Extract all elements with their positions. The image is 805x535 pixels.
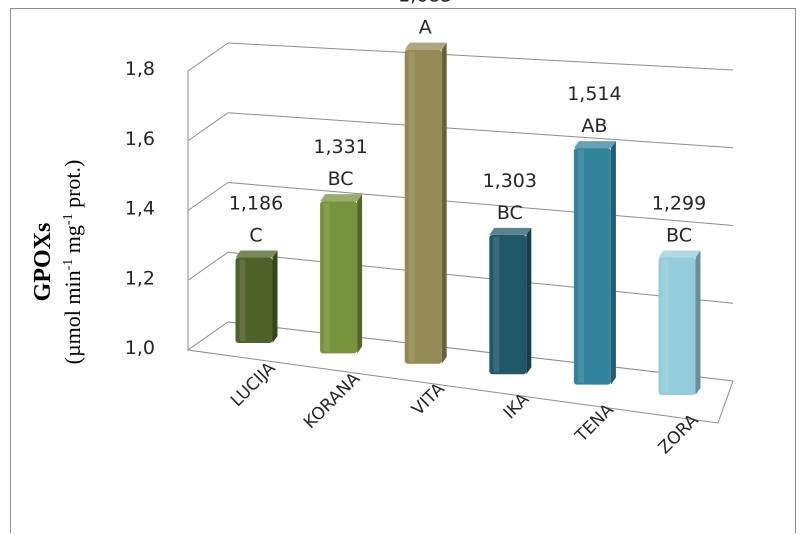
data-label-value: 1,683 [398,0,452,7]
bar-highlight [239,259,246,341]
bar-side [610,141,616,385]
bar-highlight [577,150,584,383]
y-unit-sup1: -1 [61,259,76,271]
data-label-value: 1,299 [652,192,706,214]
bar-top [320,194,363,202]
data-label-value: 1,514 [567,83,621,105]
category-label: KORANA [300,369,364,433]
y-unit-sup2: -1 [61,213,76,225]
y-tick-label: 1,2 [125,267,155,289]
data-label-letter: AB [581,115,607,137]
bar-top [404,42,447,50]
data-labels: 1,186 C 1,331 BC 1,683 A 1,303 BC 1,514 AB 1,299 BC [229,0,706,246]
bar-top [573,141,616,149]
side-wall-line [187,112,229,142]
y-unit-mid: mg [60,225,85,259]
y-unit-prefix: (µmol min [60,270,85,364]
bar-highlight [493,236,500,373]
bar-side [272,250,278,343]
bar-top [235,250,278,258]
y-axis-title-unit: (µmol min-1 mg-1 prot.) [60,160,85,365]
bar-tena [573,141,616,385]
bar-highlight [408,51,415,362]
data-label-letter: A [419,17,432,39]
data-label-letter: C [249,224,262,246]
data-label-value: 1,186 [229,192,283,214]
gridline [227,112,734,149]
bar-lucija [235,250,278,343]
gridline [227,42,734,71]
y-unit-suffix: prot.) [60,160,85,214]
bars [235,42,701,395]
y-tick-label: 1,6 [125,128,155,150]
bar-side [441,42,447,364]
side-wall-line [187,251,229,281]
bar-side [695,250,701,395]
gridline [227,251,734,304]
side-wall-line [187,42,229,72]
y-tick-label: 1,4 [125,198,155,220]
y-axis-title-main: GPOXs [30,223,56,302]
gridline [227,182,734,226]
category-label: LUCIJA [227,358,280,411]
data-label-value: 1,303 [483,170,537,192]
bar-vita [404,42,447,364]
side-wall-line [187,182,229,211]
bar-korana [320,194,363,354]
bar-highlight [662,259,669,393]
bar-highlight [324,203,331,352]
bar-ika [489,227,532,375]
y-axis-ticks: 1,0 1,2 1,4 1,6 1,8 [125,58,155,359]
bar-top [658,250,701,258]
y-tick-label: 1,8 [125,58,155,80]
bar-zora [658,250,701,395]
bar-side [526,227,532,375]
y-axis-title: GPOXs (µmol min-1 mg-1 prot.) [30,160,85,365]
bar-top [489,227,532,235]
bar-side [357,194,363,354]
y-tick-label: 1,0 [125,337,155,359]
data-label-letter: BC [328,168,354,190]
data-label-letter: BC [666,224,692,246]
data-label-letter: BC [497,202,523,224]
data-label-value: 1,331 [313,136,367,158]
